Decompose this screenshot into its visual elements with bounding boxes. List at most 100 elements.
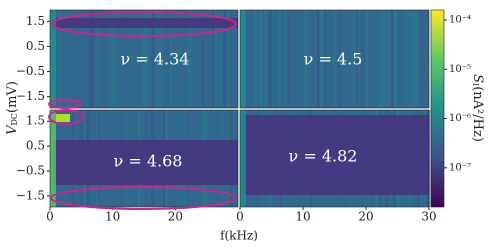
heatmap-texture [124, 10, 127, 108]
heatmap-texture [229, 10, 232, 108]
panel-annotation: ν = 4.82 [289, 147, 358, 166]
panel-frame [49, 109, 239, 208]
x-tick-label: 10 [295, 210, 310, 224]
y-label-unit: (mV) [5, 81, 20, 113]
heatmap-texture [322, 10, 324, 108]
panel-annotation: ν = 4.5 [304, 50, 363, 69]
x-tick-label: 30 [421, 210, 436, 224]
heatmap-texture [145, 10, 148, 108]
heatmap-texture [227, 10, 230, 108]
heatmap-texture [243, 115, 429, 195]
x-tick-label: 0 [236, 210, 244, 224]
heatmap-texture [184, 10, 187, 108]
heatmap-texture [265, 10, 267, 108]
heatmap-texture [141, 10, 143, 108]
heatmap-texture [179, 10, 183, 108]
heatmap-texture [53, 18, 238, 28]
y-label-sub: DC [10, 113, 19, 126]
heatmap-texture [87, 10, 90, 108]
heatmap-texture [333, 10, 336, 108]
cbar-label-main: S [471, 74, 486, 83]
heatmap-texture [108, 10, 112, 108]
colorbar-tick-label: 10⁻⁵ [449, 64, 471, 75]
x-tick-label: 20 [168, 210, 183, 224]
heatmap-texture [279, 10, 281, 108]
cbar-label-unit: (nA²/Hz) [471, 86, 486, 142]
heatmap-texture [220, 10, 224, 108]
y-tick-label: −1.5 [16, 89, 45, 103]
panel-frame [239, 9, 430, 109]
colorbar-tick-label: 10⁻⁶ [449, 113, 471, 124]
colorbar-tick-label: 10⁻⁷ [449, 162, 471, 173]
heatmap-texture [259, 10, 263, 108]
heatmap-texture [409, 10, 412, 108]
y-tick-label: 0.5 [26, 139, 45, 153]
colorbar-label: SI(nA²/Hz) [471, 74, 486, 142]
x-tick-label: 0 [46, 210, 54, 224]
x-tick-label: 10 [105, 210, 120, 224]
heatmap-texture [154, 10, 158, 108]
heatmap-texture [379, 10, 383, 108]
colorbar [430, 9, 445, 208]
heatmap-texture [407, 10, 410, 108]
heatmap-texture [424, 10, 427, 108]
heatmap-texture [246, 10, 249, 108]
x-axis-label: f(kHz) [220, 229, 258, 243]
heatmap-texture [393, 10, 396, 108]
panels: 1.5 0.5 −0.5 −1.5 ν = 4.34 ν = 4.5 0 10 20 1.5 0.5… [16, 9, 437, 224]
heatmap-texture [212, 10, 215, 108]
panel-annotation: ν = 4.68 [114, 152, 183, 171]
y-axis-label: VDC(mV) [5, 81, 20, 135]
heatmap-texture [59, 10, 63, 108]
y-label-main: V [5, 124, 20, 135]
heatmap-texture [64, 10, 68, 108]
heatmap-texture [226, 10, 229, 108]
heatmap-texture [264, 10, 266, 108]
highlight-ellipse [51, 11, 237, 37]
heatmap-texture [56, 114, 70, 122]
heatmap-texture [354, 10, 358, 108]
x-tick-label: 20 [358, 210, 373, 224]
y-tick-label: −0.5 [16, 64, 45, 78]
heatmap-texture [89, 10, 93, 108]
highlights [48, 11, 237, 210]
y-tick-label: 0.5 [26, 39, 45, 53]
heatmap-texture [316, 10, 320, 108]
heatmap-texture [386, 10, 390, 108]
heatmap-texture [262, 10, 265, 108]
highlight-ellipse [48, 109, 84, 125]
heatmap-texture [315, 10, 317, 108]
heatmap-texture [189, 10, 192, 108]
heatmap-texture [103, 10, 106, 108]
heatmap-texture [96, 10, 100, 108]
heatmap-texture [351, 10, 353, 108]
colorbar-tick-label: 10⁻⁴ [449, 15, 471, 26]
heatmap-texture [50, 110, 56, 207]
heatmap-texture [216, 10, 219, 108]
heatmap-texture [304, 10, 308, 108]
heatmap-texture [201, 10, 204, 108]
heatmap-texture [420, 10, 423, 108]
heatmap-texture [427, 10, 429, 108]
heatmap-texture [299, 10, 301, 108]
heatmap-texture [362, 10, 365, 108]
heatmap-texture [419, 10, 422, 108]
heatmap-texture [285, 10, 288, 108]
heatmap-texture [272, 10, 274, 108]
y-tick-label: 1.5 [26, 114, 45, 128]
highlight-ellipse [48, 99, 82, 109]
heatmap-texture [143, 10, 146, 108]
heatmap-texture [323, 10, 327, 108]
heatmap-texture [283, 10, 287, 108]
heatmap-texture [254, 10, 257, 108]
heatmap-texture [166, 10, 170, 108]
heatmap-texture [203, 10, 206, 108]
heatmap-texture [414, 10, 416, 108]
heatmap-texture [287, 10, 289, 108]
heatmap-texture [414, 10, 418, 108]
heatmap-texture [161, 10, 163, 108]
panel-annotation: ν = 4.34 [121, 50, 190, 69]
heatmap-texture [319, 10, 323, 108]
y-tick-label: 1.5 [26, 14, 45, 28]
